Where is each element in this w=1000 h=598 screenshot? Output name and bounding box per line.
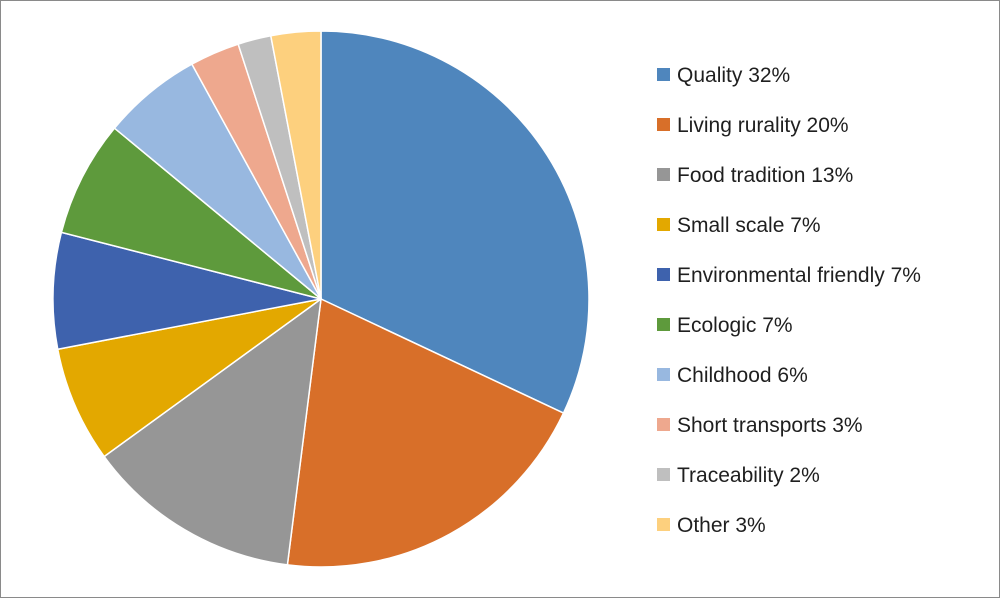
legend-label-1: Living rurality 20% xyxy=(677,114,849,137)
pie-slice-4 xyxy=(52,231,322,351)
legend-label-4: Environmental friendly 7% xyxy=(677,264,921,287)
legend-label-3: Small scale 7% xyxy=(677,214,821,237)
pie-slice-5 xyxy=(60,127,322,300)
legend-label-9: Other 3% xyxy=(677,514,766,537)
legend-label-0: Quality 32% xyxy=(677,64,790,87)
legend-label-7: Short transports 3% xyxy=(677,414,863,437)
legend-swatch-1 xyxy=(657,118,670,131)
legend-swatch-6 xyxy=(657,368,670,381)
pie-slice-2 xyxy=(103,297,322,566)
pie-slice-0 xyxy=(320,30,590,415)
legend-swatch-9 xyxy=(657,518,670,531)
legend-label-5: Ecologic 7% xyxy=(677,314,793,337)
pie-slice-3 xyxy=(56,298,322,458)
legend-swatch-3 xyxy=(657,218,670,231)
legend-swatch-8 xyxy=(657,468,670,481)
pie-slices xyxy=(52,30,590,568)
legend-swatch-4 xyxy=(657,268,670,281)
pie-slice-1 xyxy=(286,297,565,568)
legend-swatch-0 xyxy=(657,68,670,81)
legend-swatch-2 xyxy=(657,168,670,181)
legend-swatch-7 xyxy=(657,418,670,431)
pie-slice-9 xyxy=(269,30,322,300)
legend-label-8: Traceability 2% xyxy=(677,464,820,487)
legend: Quality 32% Living rurality 20% Food tradi… xyxy=(657,64,921,537)
legend-label-2: Food tradition 13% xyxy=(677,164,853,187)
legend-label-6: Childhood 6% xyxy=(677,364,808,387)
legend-swatch-5 xyxy=(657,318,670,331)
